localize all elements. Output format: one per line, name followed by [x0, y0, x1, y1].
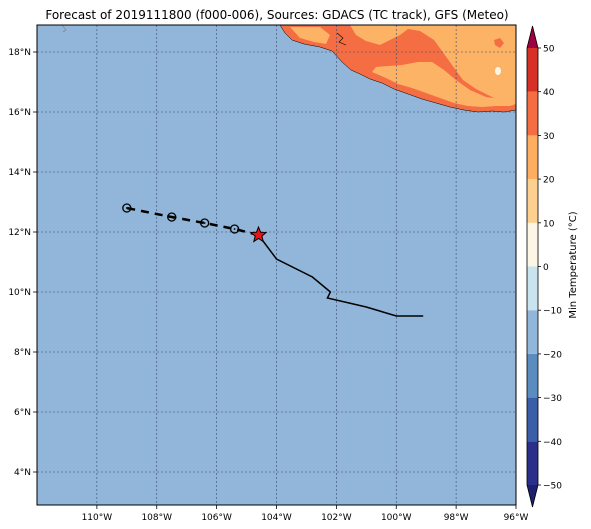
x-tick-label: 96°W [504, 513, 529, 523]
colorbar-band [527, 441, 538, 485]
colorbar-extend-min [527, 485, 538, 507]
forecast-positions [122, 203, 240, 234]
y-tick-label: 10°N [8, 288, 31, 298]
coast-detail [336, 32, 347, 46]
forecast-position-marker [122, 203, 132, 213]
x-tick-label: 98°W [444, 513, 469, 523]
colorbar-tick-label: −40 [543, 438, 562, 448]
past-track-line [257, 234, 424, 317]
coast-island [61, 25, 67, 33]
land-hot-zone [350, 25, 516, 103]
forecast-position-center [170, 216, 173, 218]
colorbar-band [527, 135, 538, 180]
x-tick-label: 104°W [261, 513, 292, 523]
forecast-position-marker [167, 212, 177, 222]
y-tick-label: 18°N [8, 48, 31, 58]
forecast-position-center [233, 228, 236, 230]
colorbar-tick-label: 40 [543, 88, 555, 98]
colorbar-tick-label: 50 [543, 45, 555, 55]
x-tick-label: 106°W [201, 513, 232, 523]
y-tick-label: 4°N [14, 468, 31, 478]
y-tick-label: 12°N [8, 228, 31, 238]
x-tick-label: 102°W [321, 513, 352, 523]
forecast-position-marker [229, 224, 240, 234]
land-hot-coast [372, 62, 516, 107]
colorbar-band [527, 397, 538, 442]
colorbar-band [527, 310, 538, 354]
forecast-position-center [203, 222, 206, 224]
current-position-star [249, 225, 268, 243]
land-layer [61, 25, 516, 113]
figure-title: Forecast of 2019111800 (f000-006), Sourc… [45, 8, 508, 22]
x-tick-label: 110°W [82, 513, 113, 523]
colorbar: 50 40 30 20 10 0 −10 −20 −30 −40 −50 Min Temperatu… [526, 25, 579, 508]
colorbar-tick-label: 10 [543, 219, 555, 229]
y-tick-label: 16°N [8, 108, 31, 118]
colorbar-tick-label: −50 [543, 482, 562, 492]
forecast-track-line [126, 206, 259, 237]
x-tick-label: 100°W [381, 513, 412, 523]
land-warm-patch [494, 38, 504, 48]
longitude-ticks: 110°W 108°W 106°W 104°W 102°W 100°W 98°W 96°W [82, 505, 529, 523]
colorbar-band [527, 179, 538, 223]
map-panel: 110°W 108°W 106°W 104°W 102°W 100°W 98°W 96°W 4… [8, 24, 529, 523]
y-tick-label: 6°N [14, 408, 31, 418]
colorbar-extend-max [527, 26, 538, 48]
colorbar-band [527, 91, 538, 136]
y-tick-label: 14°N [8, 168, 31, 178]
land-cool-spot [495, 67, 501, 75]
colorbar-bands [527, 26, 538, 507]
colorbar-tick-label: 0 [543, 263, 549, 273]
track-layer [122, 203, 424, 317]
colorbar-tick-label: −10 [543, 307, 562, 317]
x-tick-label: 108°W [141, 513, 172, 523]
latitude-ticks: 4°N 6°N 8°N 10°N 12°N 14°N 16°N 18°N [8, 48, 37, 478]
colorbar-tick-label: −30 [543, 394, 562, 404]
colorbar-tick-label: 20 [543, 176, 555, 186]
colorbar-ticks: 50 40 30 20 10 0 −10 −20 −30 −40 −50 [538, 45, 562, 492]
colorbar-tick-label: 30 [543, 132, 555, 142]
colorbar-band [527, 353, 538, 398]
colorbar-tick-label: −20 [543, 350, 562, 360]
forecast-position-center [125, 207, 128, 209]
y-tick-label: 8°N [14, 348, 31, 358]
colorbar-band [527, 266, 538, 311]
colorbar-band [527, 48, 538, 92]
colorbar-band [527, 222, 538, 267]
colorbar-label: Min Temperature (°C) [568, 211, 579, 318]
land-hot-pocket [290, 27, 330, 44]
forecast-position-marker [199, 218, 210, 228]
